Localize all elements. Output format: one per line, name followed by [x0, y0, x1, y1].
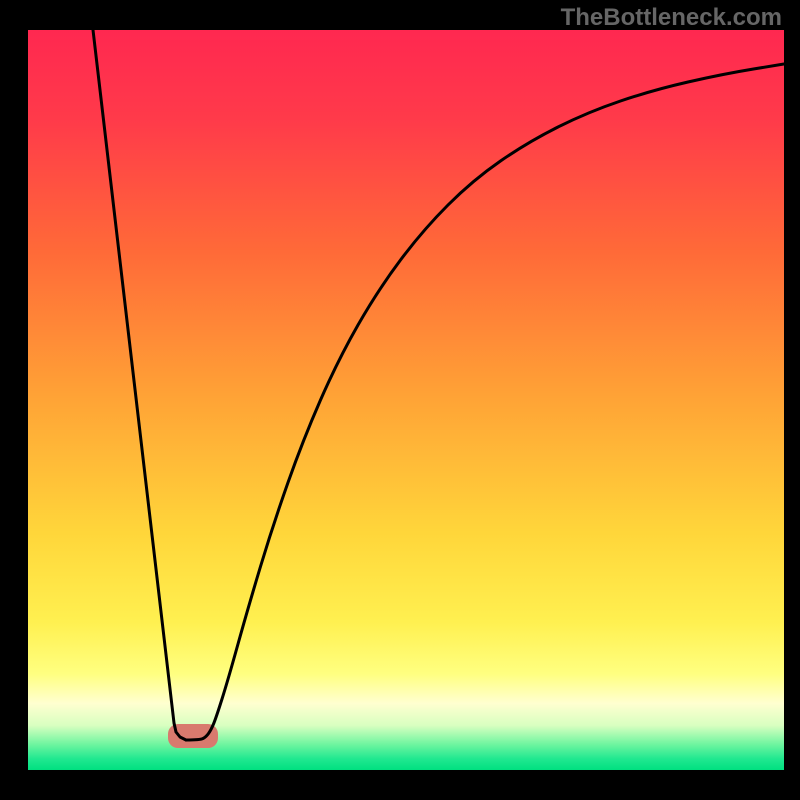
curve-line	[28, 30, 784, 770]
chart-container: TheBottleneck.com	[0, 0, 800, 800]
plot-area	[28, 30, 784, 770]
watermark-text: TheBottleneck.com	[561, 4, 782, 32]
